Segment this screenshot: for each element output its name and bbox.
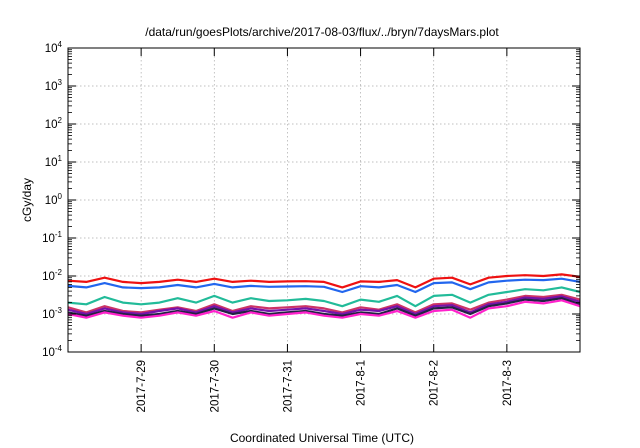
x-axis-label: Coordinated Universal Time (UTC) <box>230 431 414 445</box>
y-tick-label: 100 <box>45 192 63 207</box>
series-line-4 <box>67 293 581 314</box>
series-line-7 <box>67 299 581 319</box>
series-line-3 <box>67 286 581 308</box>
x-axis: 2017-7-29 2017-7-30 2017-7-31 2017-8-1 2017-… <box>136 48 514 412</box>
y-tick-base: 10 <box>45 119 58 131</box>
series-line-6 <box>67 297 581 317</box>
x-tick-label: 2017-8-2 <box>429 360 441 406</box>
y-tick-label: 10-4 <box>42 344 62 359</box>
y-tick-label: 10-1 <box>42 230 62 245</box>
x-tick-label: 2017-8-3 <box>502 360 514 406</box>
y-tick-label: 10-3 <box>42 306 62 321</box>
x-tick-label: 2017-7-30 <box>209 360 221 412</box>
y-tick-base: 10 <box>45 195 58 207</box>
y-tick-exponent: 3 <box>58 78 63 87</box>
y-tick-base: 10 <box>42 271 55 283</box>
y-tick-exponent: -1 <box>55 230 63 239</box>
x-tick-label: 2017-7-31 <box>282 360 294 412</box>
y-tick-label: 104 <box>45 40 63 55</box>
series-line-5 <box>67 295 581 316</box>
series-layer <box>67 273 581 319</box>
y-tick-exponent: -4 <box>55 344 63 353</box>
y-tick-exponent: -3 <box>55 306 63 315</box>
y-tick-base: 10 <box>45 157 58 169</box>
y-tick-exponent: 1 <box>58 154 63 163</box>
y-tick-label: 102 <box>45 116 63 131</box>
y-tick-base: 10 <box>42 233 55 245</box>
y-tick-base: 10 <box>42 309 55 321</box>
x-tick-label: 2017-7-29 <box>136 360 148 412</box>
y-tick-exponent: -2 <box>55 268 63 277</box>
y-tick-base: 10 <box>42 347 55 359</box>
y-tick-base: 10 <box>45 43 58 55</box>
y-tick-base: 10 <box>45 81 58 93</box>
y-tick-label: 103 <box>45 78 63 93</box>
x-tick-label: 2017-8-1 <box>356 360 368 406</box>
y-axis-label: cGy/day <box>20 178 34 222</box>
y-tick-label: 10-2 <box>42 268 62 283</box>
series-line-1 <box>67 273 581 289</box>
series-line-2 <box>67 277 581 294</box>
chart-title: /data/run/goesPlots/archive/2017-08-03/f… <box>145 25 499 39</box>
y-tick-exponent: 2 <box>58 116 63 125</box>
y-tick-label: 101 <box>45 154 63 169</box>
y-tick-exponent: 4 <box>58 40 63 49</box>
y-tick-exponent: 0 <box>58 192 63 201</box>
